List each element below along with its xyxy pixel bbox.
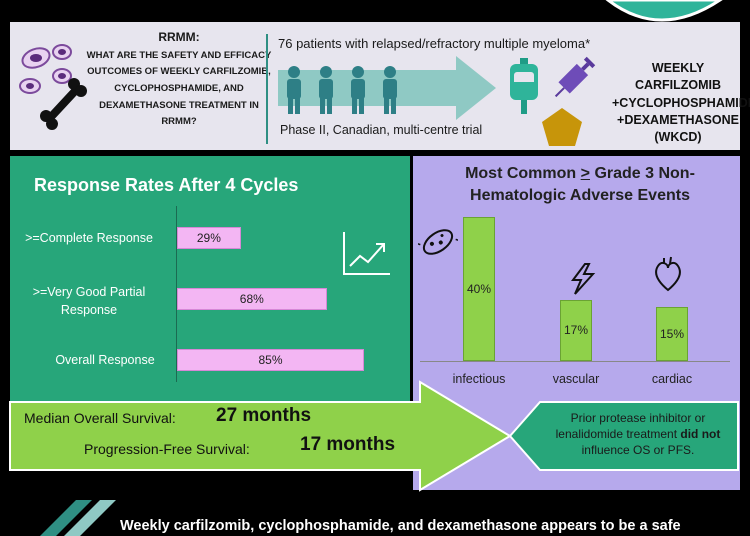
regimen-line: CARFILZOMIB (634, 78, 722, 93)
ae-bar-value: 40% (466, 282, 492, 296)
question-text: What are the safety and efficacy outcome… (86, 49, 272, 128)
response-bar-value: 29% (196, 231, 221, 245)
response-chart-title: Response Rates After 4 Cycles (34, 175, 299, 195)
cells-icon (19, 44, 72, 94)
ae-bar: 17% (560, 299, 592, 361)
trial-design: Phase II, Canadian, multi-centre trial (280, 123, 483, 137)
os-value: 27 months (216, 405, 312, 426)
response-category-label: >=Very Good Partial Response (32, 285, 146, 318)
survival-note: Prior protease inhibitor or lenalidomide… (555, 411, 721, 458)
heart-icon (655, 256, 681, 292)
study-question: RRMM: What are the safety and efficacy o… (84, 28, 274, 130)
pfs-value: 17 months (300, 434, 396, 455)
regimen-line: WEEKLY (651, 61, 705, 75)
response-bar: 68% (177, 288, 327, 310)
response-bar: 85% (177, 349, 364, 371)
ae-baseline (420, 361, 730, 362)
regimen-label: WEEKLY CARFILZOMIB +CYCLOPHOSPHAMIDE +DE… (612, 60, 750, 146)
ae-bar: 40% (463, 217, 495, 361)
ae-bar: 15% (656, 307, 688, 361)
regimen-line: +DEXAMETHASONE (617, 112, 739, 127)
trend-chart-icon (343, 232, 390, 275)
iv-bag-icon (510, 58, 538, 114)
ae-category-label: cardiac (651, 372, 693, 386)
response-bar-value: 85% (258, 353, 283, 367)
os-row: Median Overall Survival: (24, 410, 176, 426)
people-arrow-icon (278, 56, 496, 120)
response-axis (176, 206, 177, 382)
response-bar: 29% (177, 227, 241, 249)
survival-arrows (9, 380, 739, 492)
ae-bar-value: 15% (659, 327, 685, 341)
syringe-icon (554, 56, 596, 98)
pill-icon (542, 108, 582, 146)
topic-label: RRMM: (158, 30, 200, 44)
ae-category-label: vascular (552, 372, 600, 386)
ae-category-label: infectious (452, 372, 506, 386)
ae-chart-title: Most Common > Grade 3 Non-Hematologic Ad… (465, 165, 695, 204)
divider (266, 34, 268, 144)
response-category-label: >=Complete Response (25, 231, 153, 245)
os-label: Median Overall Survival: (24, 410, 176, 426)
regimen-line: (WKCD) (654, 130, 702, 144)
response-category-label: Overall Response (55, 353, 155, 367)
logo-circle-icon (605, 0, 723, 22)
regimen-line: +CYCLOPHOSPHAMIDE (612, 95, 750, 110)
pfs-label: Progression-Free Survival: (84, 441, 250, 457)
bacteria-icon (418, 229, 458, 255)
ae-bar-value: 17% (563, 323, 589, 338)
banner-corner-icon (40, 500, 116, 536)
bone-icon (40, 78, 87, 130)
response-bar-value: 68% (239, 292, 264, 306)
conclusion-text: Weekly carfilzomib, cyclophosphamide, an… (120, 518, 681, 534)
lightning-icon (571, 263, 596, 295)
patient-count: 76 patients with relapsed/refractory mul… (278, 36, 591, 51)
